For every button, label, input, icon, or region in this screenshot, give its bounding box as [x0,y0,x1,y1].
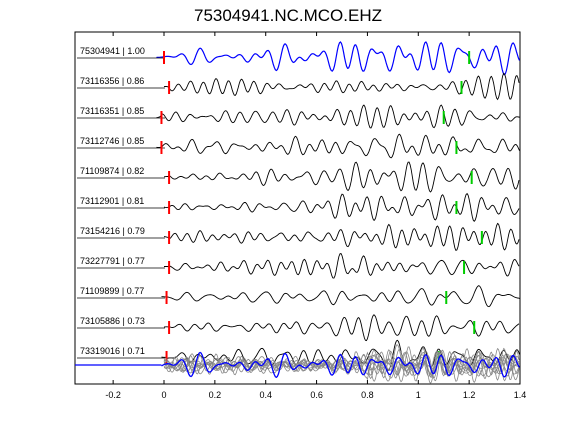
x-axis: -0.2 0 0.2 0.4 0.6 0.8 1 1.2 1.4 [105,32,526,400]
x-tick-label: 0.4 [259,390,272,400]
x-tick-label: 1.4 [514,390,527,400]
trace-line [156,133,520,159]
trace-line [156,104,520,129]
trace-label: 73116356 | 0.86 [80,76,144,86]
trace-label: 73154216 | 0.79 [80,226,145,236]
trace-label: 71109874 | 0.82 [80,166,144,176]
stack-trace-line [163,349,520,379]
trace-label: 73112746 | 0.85 [80,136,144,146]
trace-label: 73227791 | 0.77 [80,256,145,266]
stack-trace-line [163,350,520,380]
trace-label: 73116351 | 0.85 [80,106,144,116]
trace-line [156,41,521,76]
trace-label: 71109899 | 0.77 [80,286,144,296]
trace-group: 75304941 | 1.00 73116356 | 0.86 73116351 |… [75,41,521,384]
x-tick-label: 0.8 [361,390,374,400]
trace-line [161,285,520,308]
chart-title: 75304941.NC.MCO.EHZ [193,6,383,25]
x-tick-label: 0.2 [209,390,222,400]
x-tick-label: -0.2 [105,390,121,400]
trace-line [163,161,520,193]
x-tick-label: 0.6 [310,390,323,400]
trace-line [163,192,520,223]
trace-line [164,252,520,279]
x-tick-label: 1 [416,390,421,400]
trace-label: 75304941 | 1.00 [80,46,145,56]
trace-label: 73105886 | 0.73 [80,316,145,326]
x-tick-label: 0 [161,390,166,400]
stack-reference-trace [161,351,521,379]
trace-line [163,72,520,101]
x-tick-label: 1.2 [463,390,476,400]
trace-label: 73319016 | 0.71 [80,346,145,356]
trace-line [163,314,520,342]
trace-label: 73112901 | 0.81 [80,196,144,206]
trace-line [163,222,520,252]
plot-frame [74,31,521,385]
